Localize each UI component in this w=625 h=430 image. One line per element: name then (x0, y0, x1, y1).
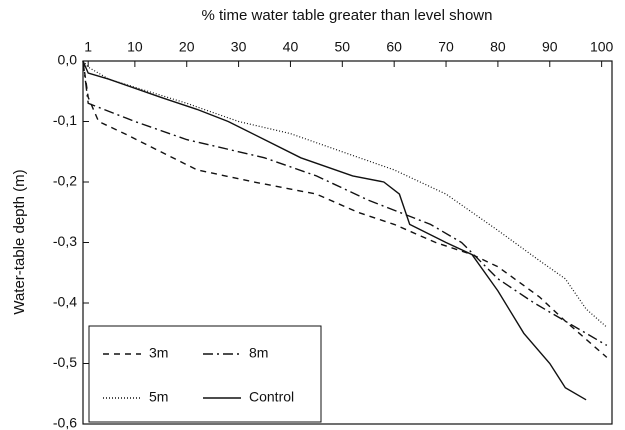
y-tick-label: -0,1 (53, 112, 77, 128)
x-tick-label: 60 (386, 39, 402, 55)
legend-label: 3m (149, 345, 168, 361)
x-tick-label: 90 (542, 39, 558, 55)
x-tick-label: 40 (283, 39, 299, 55)
y-tick-label: -0,3 (53, 233, 77, 249)
series-line (82, 60, 587, 401)
legend-label: Control (249, 389, 294, 405)
x-tick-label: 100 (590, 39, 614, 55)
x-tick-label: 70 (438, 39, 454, 55)
x-tick-label: 1 (84, 39, 92, 55)
x-tick-label: 20 (179, 39, 195, 55)
y-axis-title: Water-table depth (m) (11, 169, 28, 314)
x-tick-label: 80 (490, 39, 506, 55)
series-line (82, 60, 608, 328)
x-axis-title: % time water table greater than level sh… (202, 7, 493, 24)
y-tick-label: -0,4 (53, 294, 77, 310)
y-tick-label: -0,2 (53, 173, 77, 189)
legend-label: 8m (249, 345, 268, 361)
x-tick-label: 50 (335, 39, 351, 55)
x-tick-label: 10 (127, 39, 143, 55)
x-tick-label: 30 (231, 39, 247, 55)
y-tick-label: 0,0 (58, 52, 78, 68)
series-line (82, 60, 608, 358)
legend-box (88, 325, 322, 423)
legend-label: 5m (149, 389, 168, 405)
y-tick-label: -0,5 (53, 354, 77, 370)
y-tick-label: -0,6 (53, 415, 77, 430)
series-line (82, 60, 608, 347)
